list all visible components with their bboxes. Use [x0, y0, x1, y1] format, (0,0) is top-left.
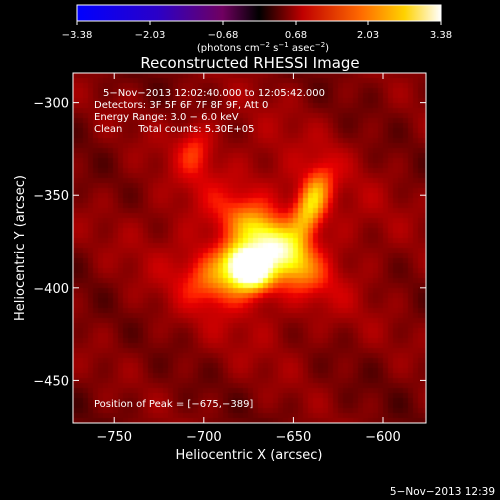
y-tick-label: −350	[33, 189, 69, 204]
info-annotation: 5−Nov−2013 12:02:40.000 to 12:05:42.000 …	[94, 88, 325, 410]
colorbar-unit-label: (photons cm−2 s−1 asec−2)	[197, 41, 329, 54]
y-tick-label: −300	[33, 97, 69, 112]
x-axis-title: Heliocentric X (arcsec)	[176, 448, 323, 463]
colorbar-tick-label-4: 2.03	[357, 30, 379, 41]
axes: −750 −700 −650 −600 −300 −350 −400 −450	[33, 73, 426, 445]
x-tick-label: −700	[186, 430, 222, 445]
info-line-energy: Energy Range: 3.0 − 6.0 keV	[94, 112, 239, 123]
info-line-clean: Clean Total counts: 5.30E+05	[94, 124, 254, 135]
info-line-detectors: Detectors: 3F 5F 6F 7F 8F 9F, Att 0	[94, 100, 268, 111]
peak-position-label: Position of Peak = [−675,−389]	[94, 399, 253, 410]
colorbar-tick-label-0: −3.38	[62, 30, 93, 41]
y-tick-label: −450	[33, 374, 69, 389]
colorbar-tick-label-3: 0.68	[285, 30, 307, 41]
plot-area	[72, 72, 427, 424]
x-tick-label: −750	[96, 430, 132, 445]
x-tick-label: −650	[276, 430, 312, 445]
plot-frame	[72, 72, 427, 424]
colorbar-tick-label-2: −0.68	[208, 30, 239, 41]
y-axis-title: Heliocentric Y (arcsec)	[13, 175, 28, 321]
chart-title: Reconstructed RHESSI Image	[140, 54, 359, 72]
colorbar-gradient	[76, 4, 442, 22]
info-line-time: 5−Nov−2013 12:02:40.000 to 12:05:42.000	[103, 88, 325, 99]
colorbar: −3.38 −2.03 −0.68 0.68 2.03 3.38 (photon…	[62, 4, 452, 54]
colorbar-ticks	[76, 21, 442, 25]
colorbar-tick-label-1: −2.03	[135, 30, 166, 41]
heatmap-image	[73, 73, 426, 423]
y-tick-label: −400	[33, 282, 69, 297]
colorbar-tick-label-5: 3.38	[430, 30, 452, 41]
x-tick-label: −600	[365, 430, 401, 445]
footer-timestamp: 5−Nov−2013 12:39	[390, 486, 495, 498]
